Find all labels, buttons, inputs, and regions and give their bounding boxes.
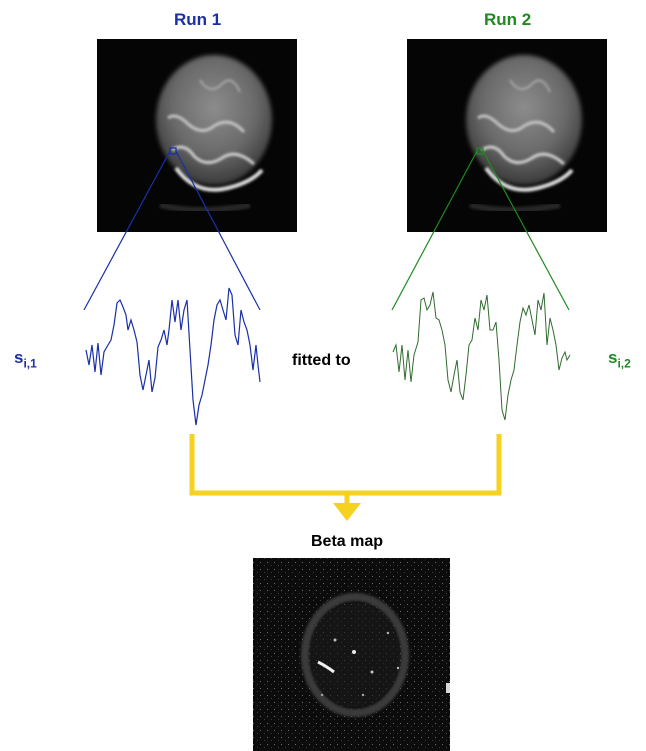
run1-signal-trace <box>85 287 261 426</box>
run2-zoom-lines <box>391 150 570 311</box>
run1-brain-image <box>97 39 297 232</box>
run2-signal-label: si,2 <box>608 348 631 370</box>
run1-signal-subscript: i,1 <box>23 356 37 371</box>
fitted-to-label: fitted to <box>292 352 351 369</box>
merge-arrow <box>189 434 502 505</box>
run1-signal-base: s <box>14 348 24 367</box>
beta-map-title: Beta map <box>311 533 384 550</box>
run2-signal-subscript: i,2 <box>617 356 631 371</box>
beta-map-image <box>253 558 450 751</box>
run1-signal-label: si,1 <box>14 348 37 370</box>
merge-arrow-head <box>333 503 361 521</box>
run2-signal-trace <box>392 291 571 421</box>
run1-title: Run 1 <box>174 10 222 29</box>
run2-title: Run 2 <box>484 10 532 29</box>
run2-signal-base: s <box>608 348 618 367</box>
run2-brain-image <box>407 39 607 232</box>
run1-zoom-lines <box>83 150 261 311</box>
